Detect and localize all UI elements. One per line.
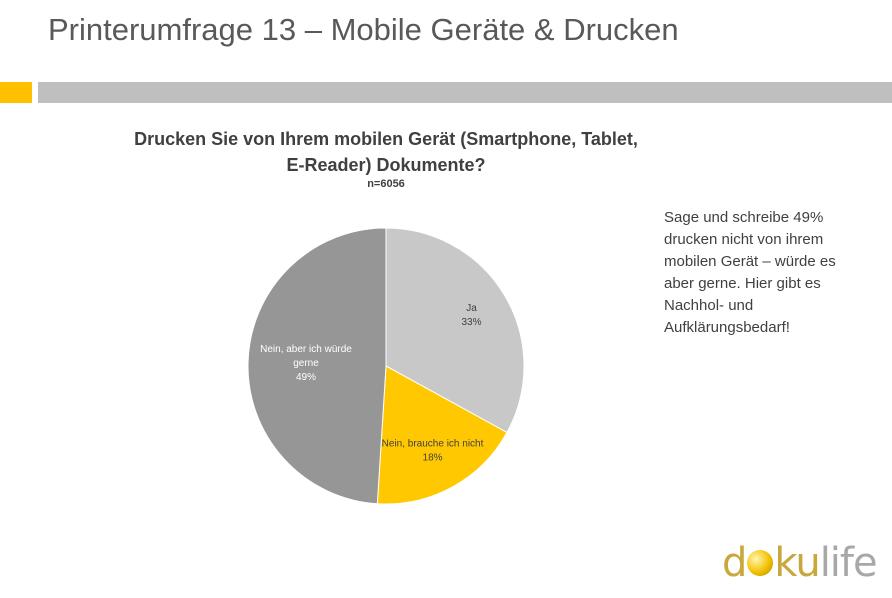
pie-slice-0	[385, 227, 525, 434]
slice-value-label-1: 18%	[423, 452, 443, 463]
slice-value-label-0: 33%	[462, 317, 482, 328]
slice-value-label-2: 49%	[296, 372, 316, 383]
dokulife-logo: d ku life	[722, 540, 878, 586]
pie-slice-1	[376, 365, 508, 505]
logo-text-d: d	[722, 540, 747, 586]
chart-title: Drucken Sie von Ihrem mobilen Gerät (Sma…	[100, 126, 672, 178]
chart-title-line1: Drucken Sie von Ihrem mobilen Gerät (Sma…	[134, 129, 638, 149]
slice-label-1: Nein, brauche ich nicht	[382, 438, 484, 449]
logo-ball-icon	[747, 550, 774, 576]
accent-bar-grey	[38, 82, 892, 103]
note-text: Sage und schreibe 49% drucken nicht von …	[664, 209, 836, 336]
slice-label-0: Ja	[466, 303, 477, 314]
chart-title-line2: E-Reader) Dokumente?	[286, 155, 486, 175]
logo-text-life: life	[819, 540, 878, 586]
pie-slice-2	[247, 227, 387, 505]
slice-label-2: gerne	[293, 358, 319, 369]
slice-label-2: Nein, aber ich würde	[260, 344, 352, 355]
logo-text-ku: ku	[774, 540, 820, 586]
slide-title: Printerumfrage 13 – Mobile Geräte & Druc…	[48, 12, 679, 47]
chart-subtitle: n=6056	[367, 178, 405, 190]
accent-bar-yellow	[0, 82, 32, 103]
